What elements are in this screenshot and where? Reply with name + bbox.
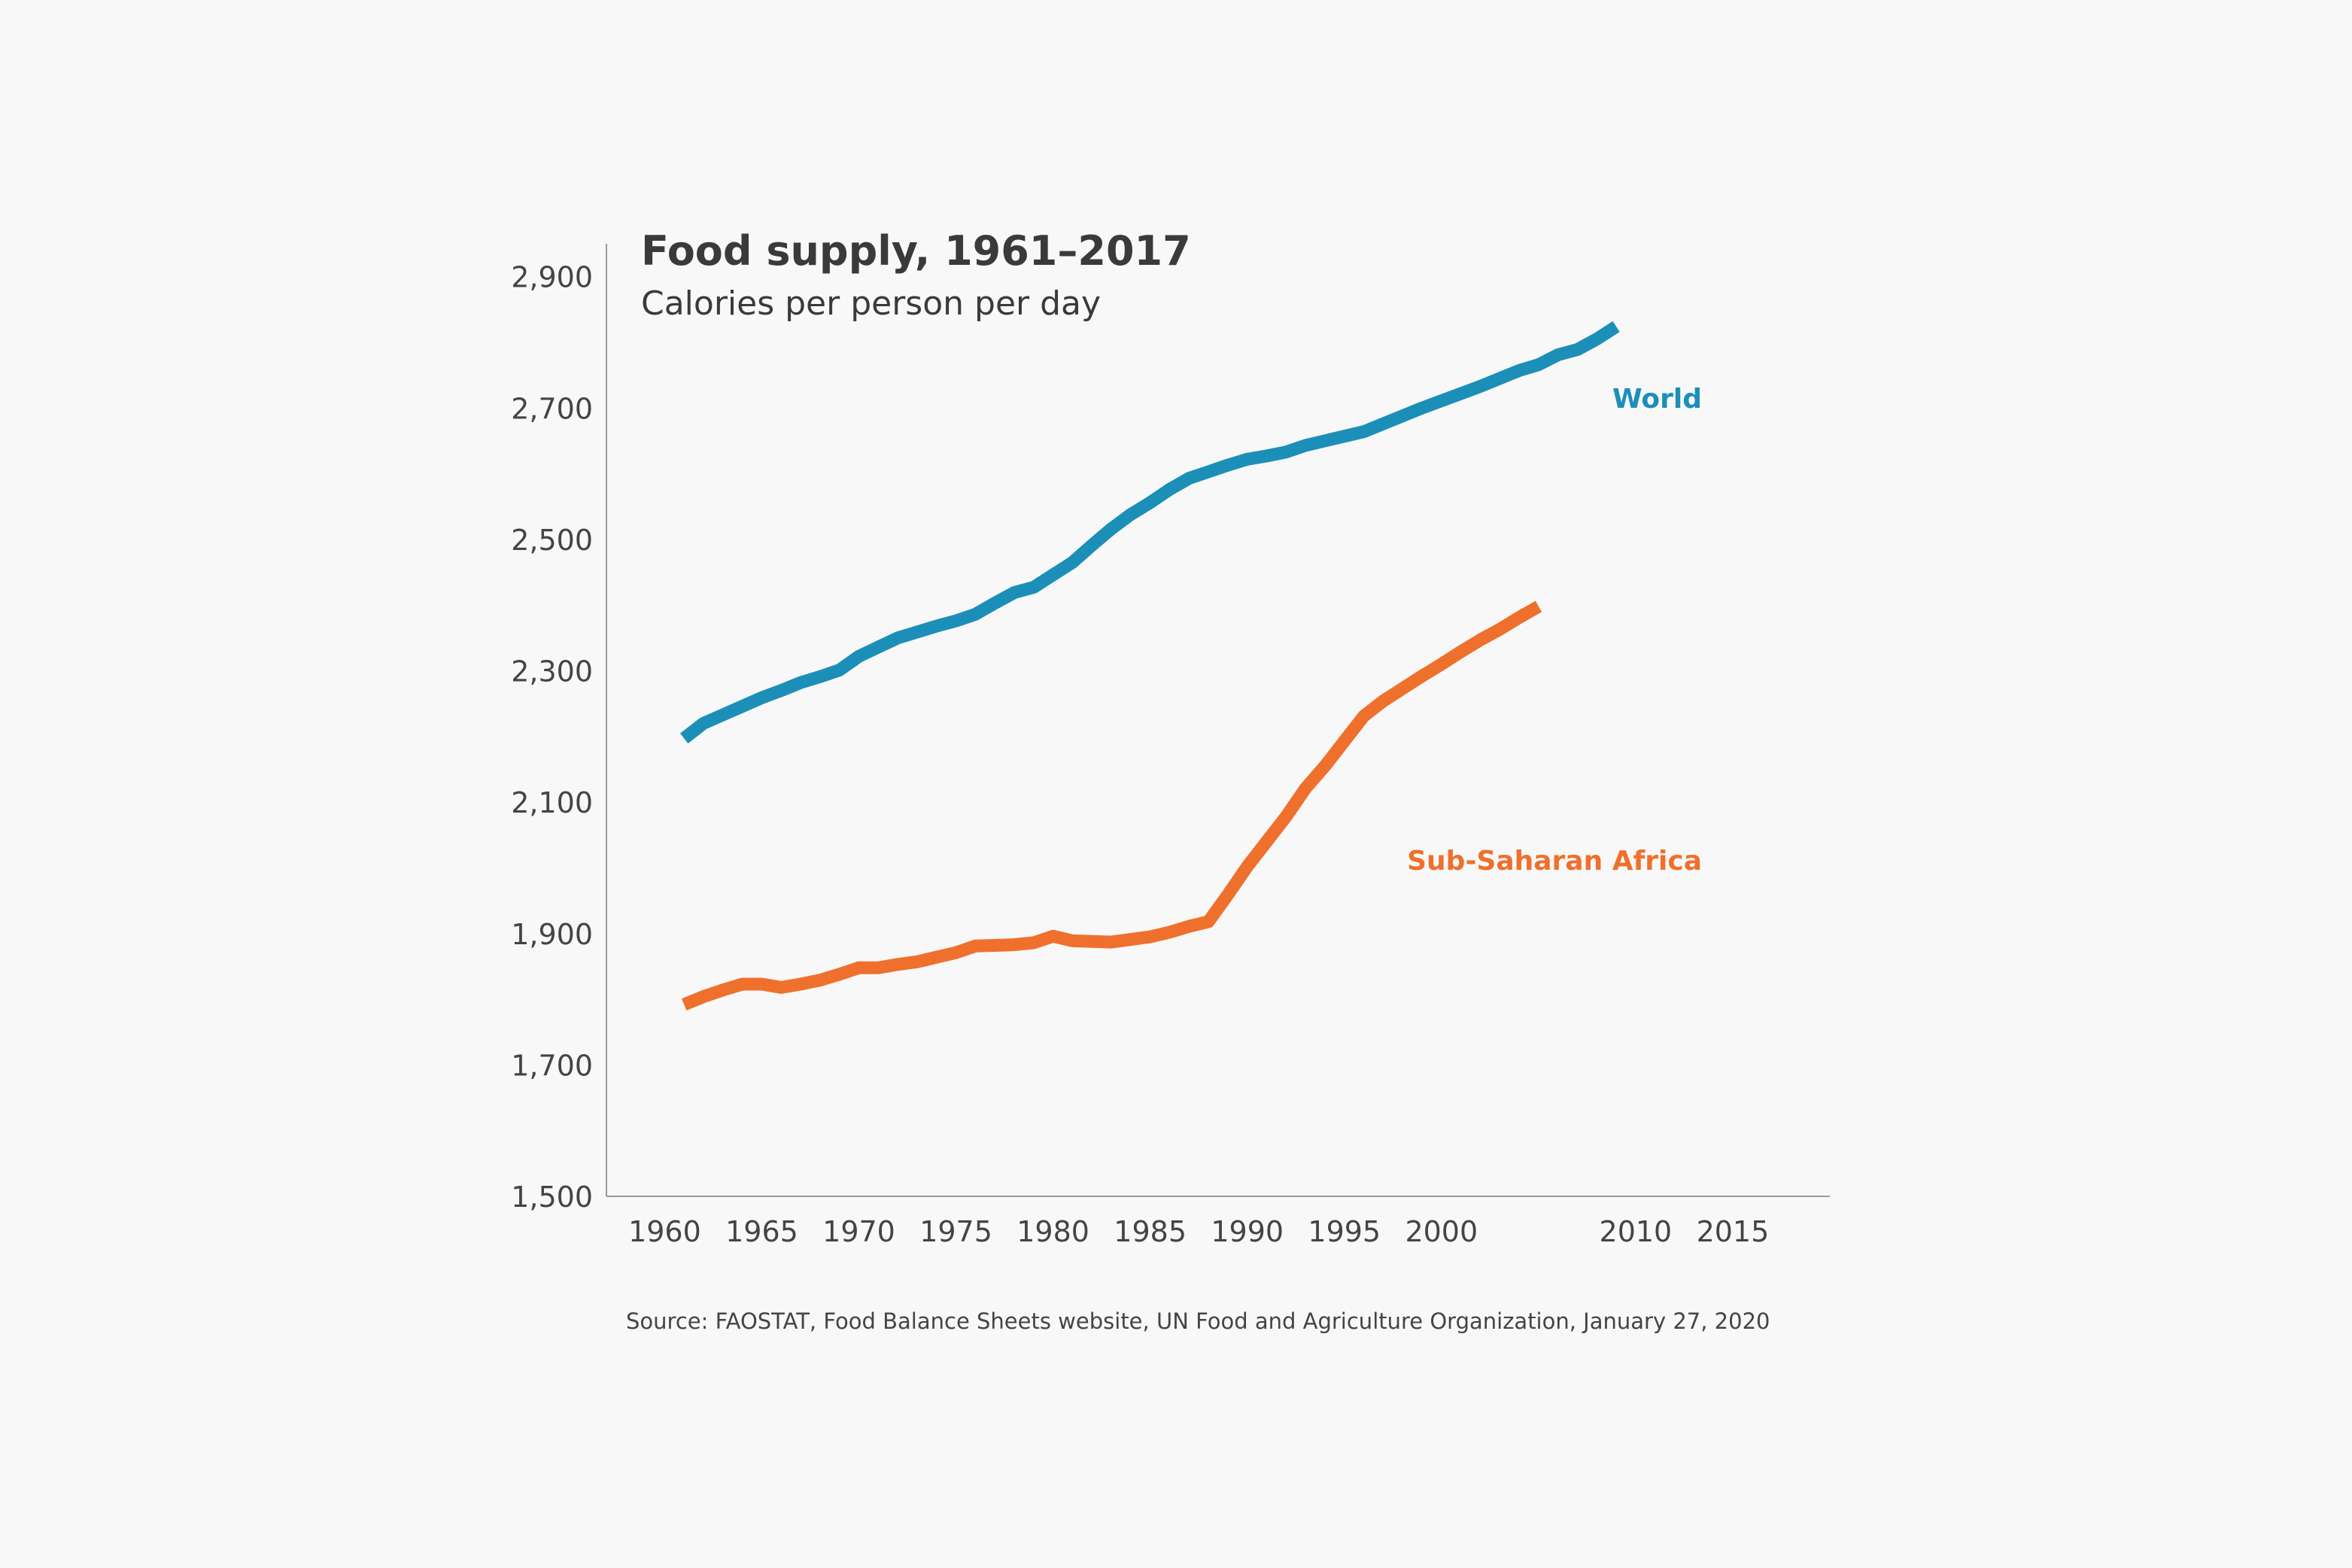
chart-subtitle: Calories per person per day (641, 284, 1101, 323)
x-tick-label: 1970 (822, 1215, 895, 1248)
y-tick-label: 2,100 (511, 786, 593, 819)
x-tick-label: 2000 (1405, 1215, 1478, 1248)
x-tick-label: 1990 (1211, 1215, 1284, 1248)
series-label-sub-saharan-africa: Sub-Saharan Africa (1407, 846, 1702, 877)
series-label-world: World (1612, 384, 1702, 415)
chart-source: Source: FAOSTAT, Food Balance Sheets web… (626, 1308, 1770, 1334)
y-tick-label: 1,500 (511, 1181, 593, 1214)
series-line-world (679, 321, 1620, 744)
chart-title: Food supply, 1961–2017 (641, 227, 1191, 275)
x-tick-label: 1975 (919, 1215, 992, 1248)
y-tick-label: 2,700 (511, 392, 593, 425)
chart-axes (606, 244, 1830, 1197)
x-tick-label: 1980 (1016, 1215, 1089, 1248)
series-line-sub-saharan-africa (681, 600, 1542, 1010)
x-tick-label: 2015 (1697, 1215, 1770, 1248)
x-tick-label: 1995 (1308, 1215, 1381, 1248)
y-tick-label: 1,900 (511, 918, 593, 951)
y-axis-ticks: 1,500 1,700 1,900 2,100 2,300 2,500 2,700 2,900 (511, 261, 593, 1214)
x-tick-label: 1960 (628, 1215, 701, 1248)
x-tick-label: 1965 (725, 1215, 798, 1248)
x-tick-label: 2010 (1600, 1215, 1673, 1248)
x-tick-label: 1985 (1114, 1215, 1187, 1248)
series-lines (679, 321, 1620, 1010)
y-tick-label: 1,700 (511, 1049, 593, 1082)
y-tick-label: 2,300 (511, 655, 593, 688)
y-tick-label: 2,500 (511, 524, 593, 557)
x-axis-ticks: 1960 1965 1970 1975 1980 1985 1990 1995 2000 2010… (628, 1215, 1769, 1248)
y-tick-label: 2,900 (511, 261, 593, 294)
